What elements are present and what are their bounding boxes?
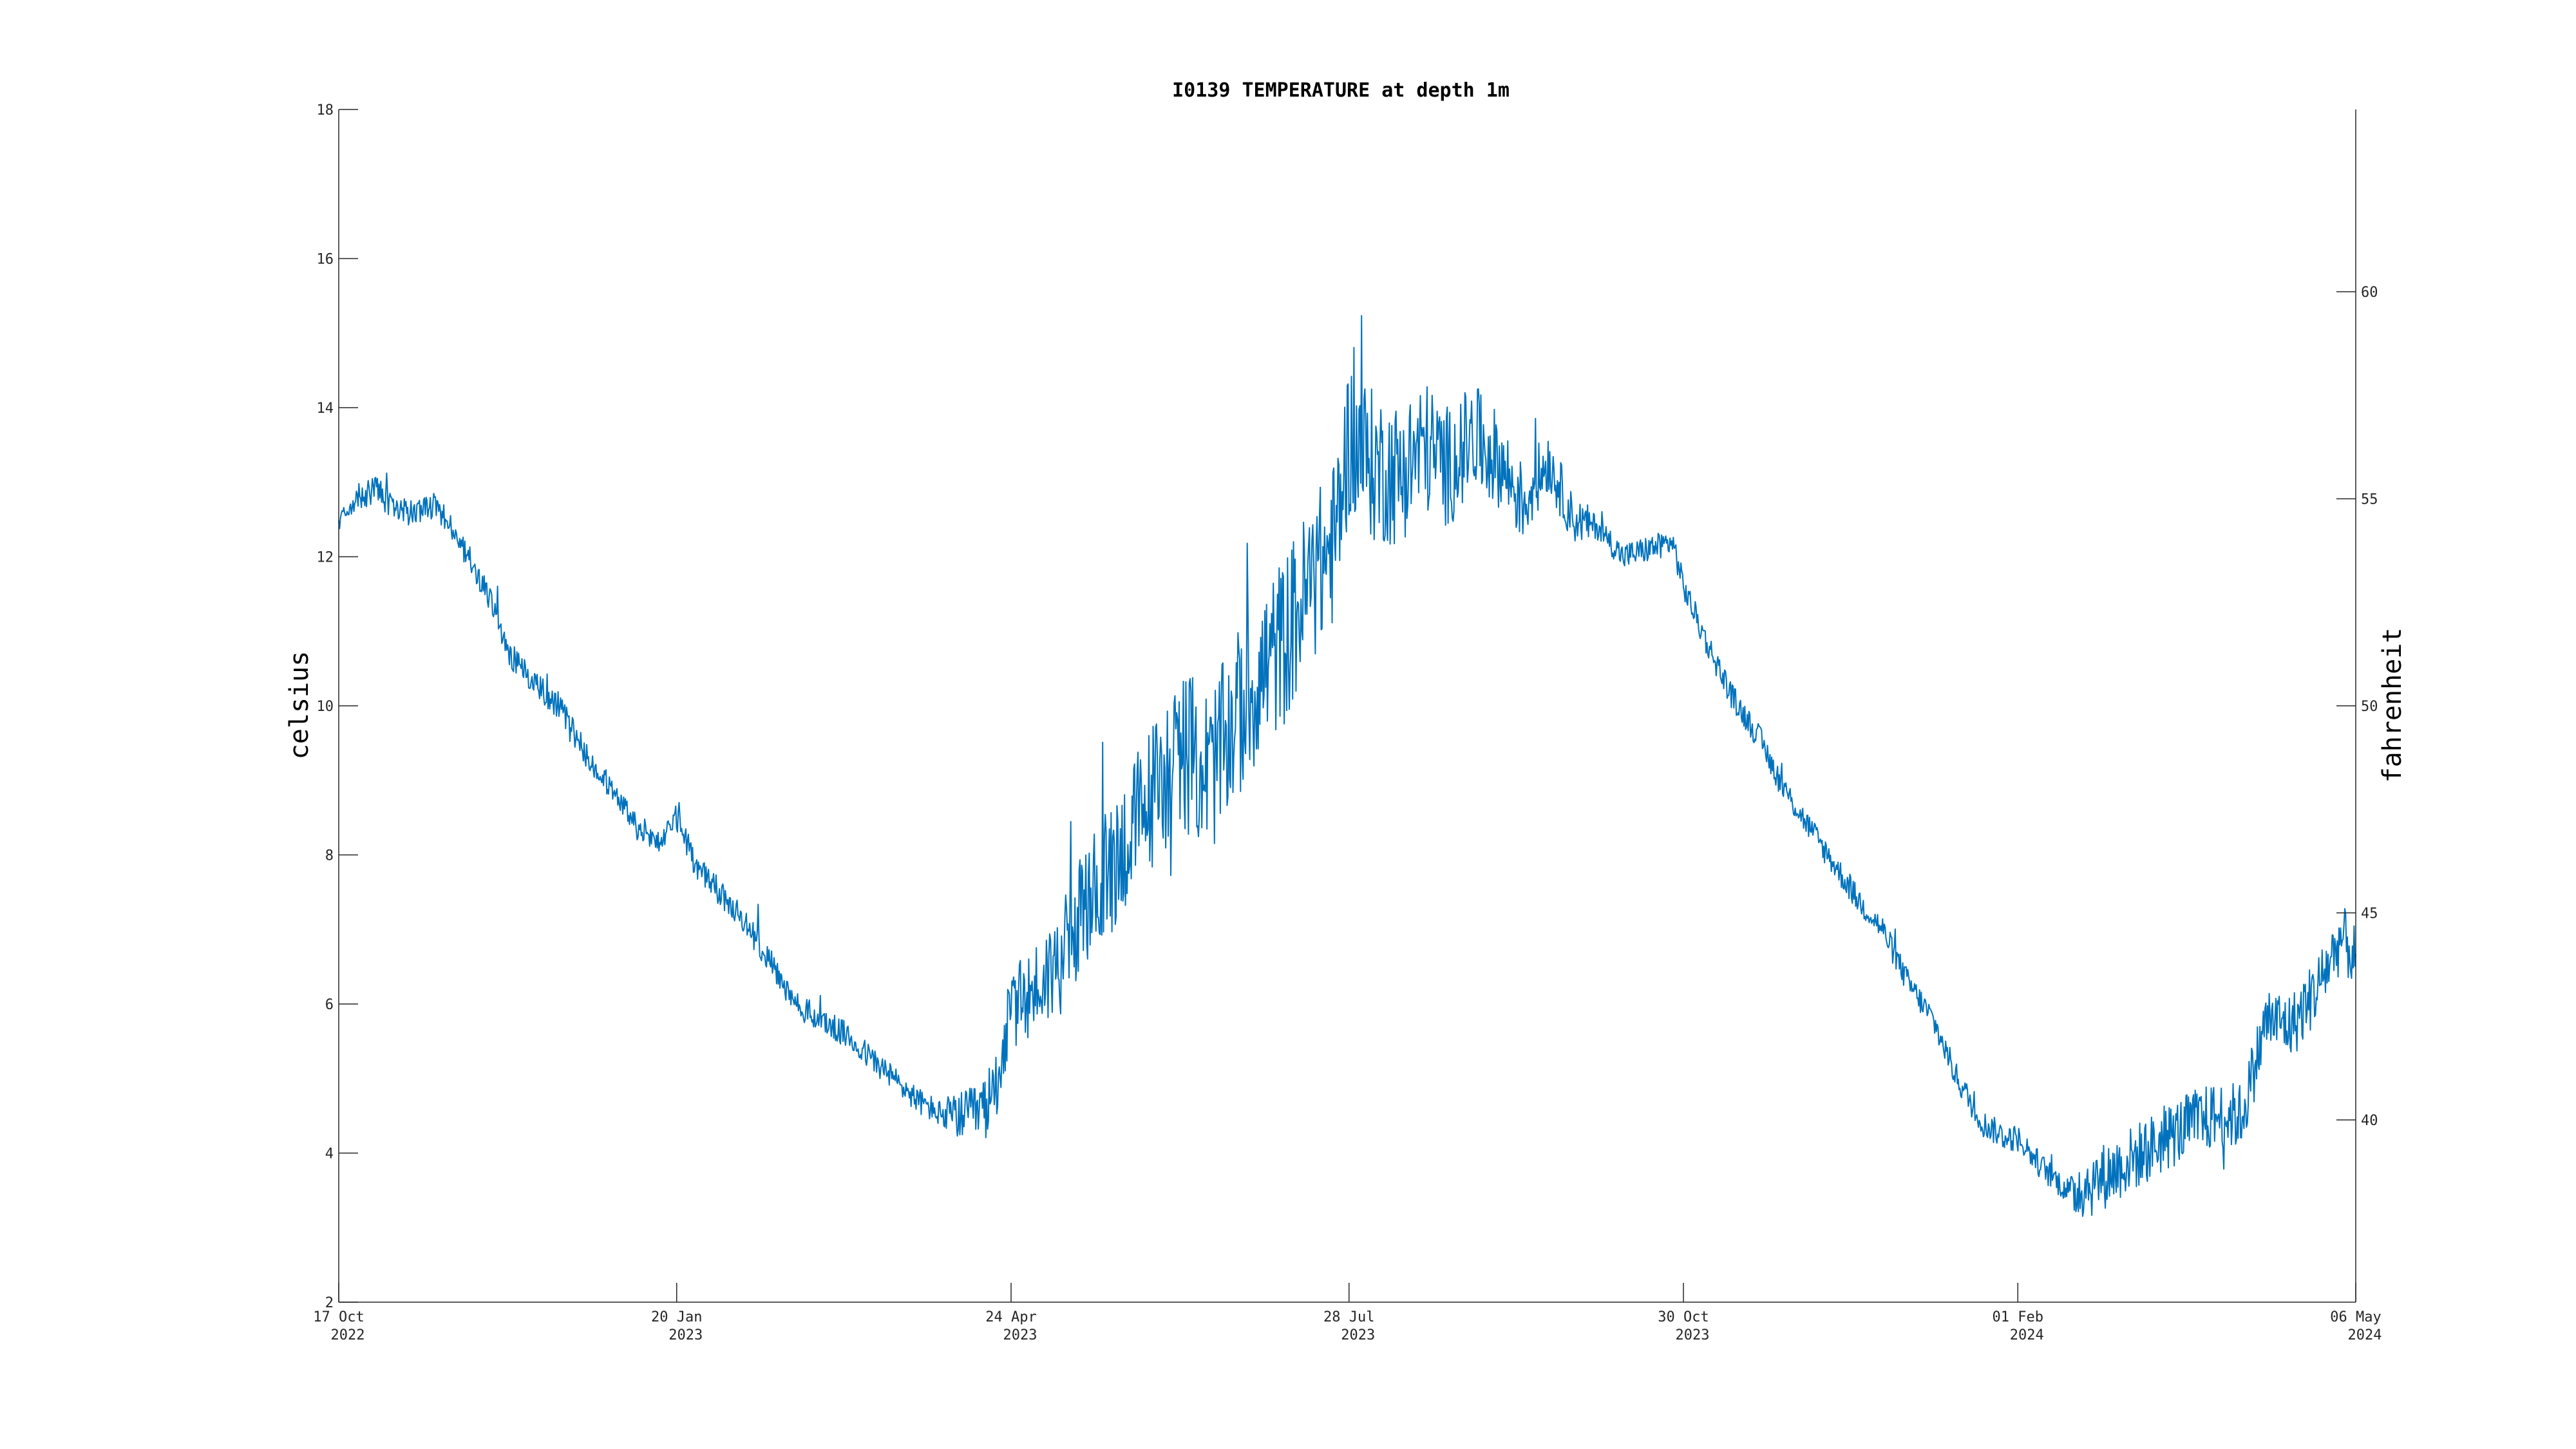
x-tick-label-day: 30 Oct [1658, 1309, 1709, 1325]
x-tick-label-year: 2023 [1676, 1327, 1710, 1343]
x-tick-label-year: 2024 [2348, 1327, 2382, 1343]
right-tick-label: 60 [2361, 285, 2378, 301]
x-tick-label-day: 20 Jan [651, 1309, 702, 1325]
x-tick-label-year: 2023 [1003, 1327, 1037, 1343]
x-tick-label-year: 2022 [331, 1327, 365, 1343]
x-tick-label-day: 17 Oct [313, 1309, 364, 1325]
right-tick-label: 40 [2361, 1113, 2378, 1129]
x-tick-label-day: 28 Jul [1323, 1309, 1374, 1325]
x-tick-label-year: 2023 [668, 1327, 703, 1343]
left-tick-label: 10 [317, 699, 334, 715]
right-tick-label: 50 [2361, 699, 2378, 715]
left-tick-label: 14 [317, 401, 334, 417]
left-tick-label: 12 [317, 550, 334, 566]
x-tick-label-day: 06 May [2330, 1309, 2381, 1325]
left-tick-label: 8 [325, 848, 334, 864]
left-tick-label: 2 [325, 1295, 334, 1311]
right-tick-label: 55 [2361, 491, 2378, 507]
x-tick-label-day: 01 Feb [1992, 1309, 2043, 1325]
left-tick-label: 16 [317, 252, 334, 268]
series-layer [338, 315, 2356, 1217]
temperature-series-line [338, 315, 2356, 1217]
x-tick-label-year: 2024 [2010, 1327, 2044, 1343]
left-tick-label: 4 [325, 1146, 334, 1162]
x-tick-label-day: 24 Apr [985, 1309, 1036, 1325]
right-tick-label: 45 [2361, 906, 2378, 922]
right-axis-label: fahrenheit [2378, 628, 2407, 783]
left-axis-label: celsius [285, 651, 314, 760]
left-tick-label: 18 [317, 102, 334, 118]
left-tick-label: 6 [325, 997, 334, 1013]
chart-title: I0139 TEMPERATURE at depth 1m [1172, 79, 1510, 102]
x-tick-label-year: 2023 [1341, 1327, 1375, 1343]
